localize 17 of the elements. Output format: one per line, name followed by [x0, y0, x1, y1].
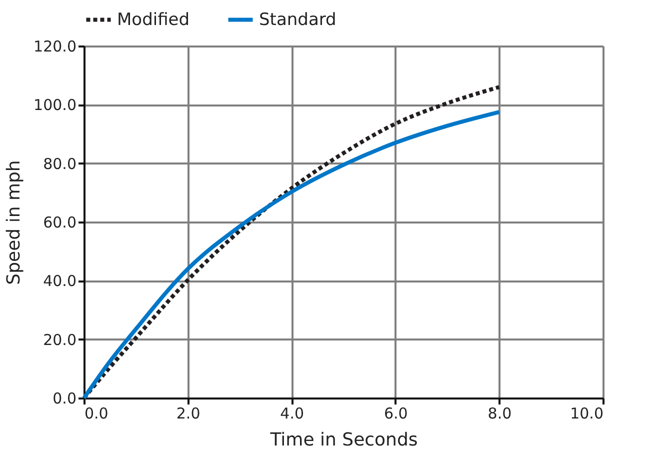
x-tick-label: 10.0	[570, 404, 604, 422]
y-tick-label: 120.0	[34, 38, 76, 56]
y-tick-label: 80.0	[43, 154, 76, 173]
y-tick-label: 40.0	[43, 272, 76, 290]
x-tick-label: 6.0	[384, 404, 408, 422]
y-axis-title: Speed in mph	[4, 160, 25, 285]
legend-label: Modified	[117, 10, 190, 30]
x-tick-label: 2.0	[176, 404, 200, 422]
legend-label: Standard	[259, 10, 336, 30]
x-axis-title: Time in Seconds	[269, 430, 418, 450]
x-tick-label: 4.0	[280, 404, 304, 422]
y-tick-label: 20.0	[43, 330, 76, 349]
x-tick-label: 8.0	[488, 404, 512, 422]
y-tick-label: 0.0	[52, 390, 76, 408]
x-tick-label: 0.0	[84, 404, 108, 422]
y-tick-label: 100.0	[34, 96, 76, 114]
y-tick-label: 60.0	[43, 214, 76, 232]
